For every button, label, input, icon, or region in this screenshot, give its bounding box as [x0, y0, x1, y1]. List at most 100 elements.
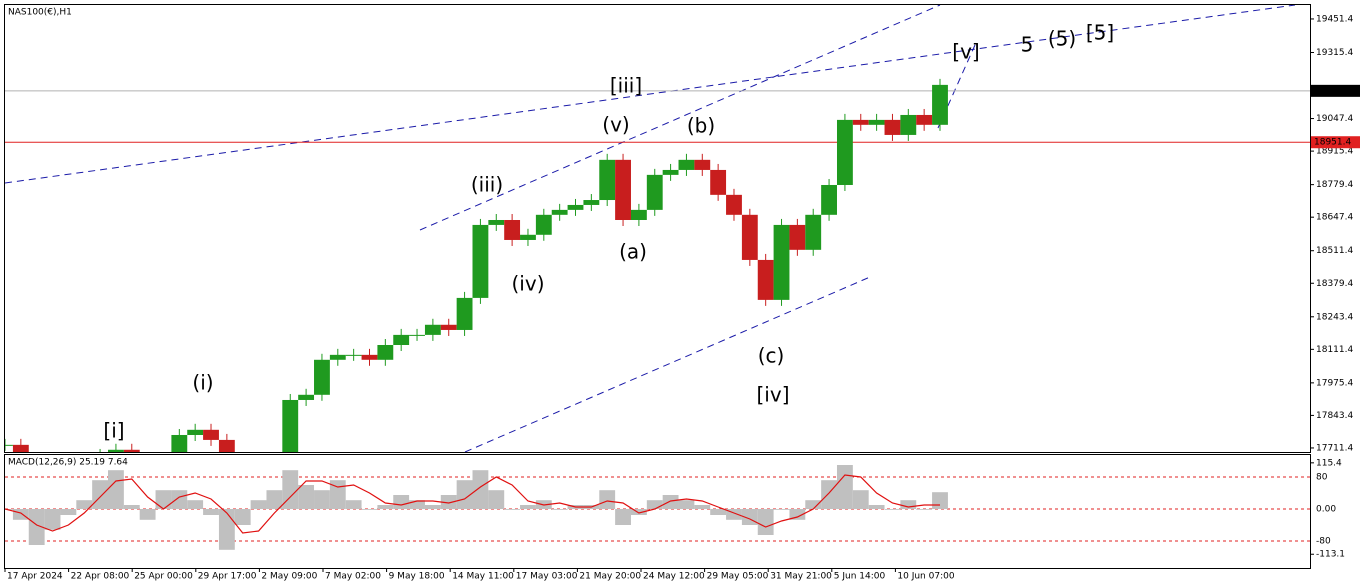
- y-tick-label: 17843.4: [1316, 411, 1353, 421]
- candle: [282, 399, 299, 452]
- wave-label: (c): [758, 344, 785, 368]
- y-tick-label: 18111.4: [1316, 345, 1353, 355]
- candle: [710, 169, 727, 195]
- x-tick-label: 17 Apr 2024: [7, 572, 63, 582]
- candle: [140, 470, 156, 480]
- y-tick-label: 0.00: [1316, 505, 1336, 515]
- x-tick-label: 22 Apr 08:00: [71, 572, 130, 582]
- macd-bar: [773, 509, 790, 510]
- axes: 19451.4 19315.4 19047.4 18915.4 18779.4 18647…: [4, 14, 1360, 582]
- price-level-label: 19159.8: [1314, 86, 1351, 96]
- wave-label: [iv]: [757, 383, 790, 407]
- macd-bar: [250, 500, 267, 509]
- x-tick-label: 31 May 21:00: [770, 572, 832, 582]
- y-tick-label: 115.4: [1316, 458, 1342, 468]
- macd-bar: [440, 495, 457, 509]
- candle: [345, 354, 362, 356]
- macd-bar: [139, 509, 156, 520]
- y-tick-label: -80: [1316, 537, 1331, 547]
- candle: [630, 209, 647, 220]
- wave-label: (5): [1048, 27, 1076, 51]
- candle: [108, 449, 124, 452]
- macd-bar: [266, 490, 283, 509]
- y-tick-label: -113.1: [1316, 550, 1345, 560]
- candle: [741, 214, 758, 260]
- candle: [535, 214, 552, 235]
- y-tick-label: 18915.4: [1316, 147, 1353, 157]
- macd-bar: [187, 500, 204, 509]
- y-tick-label: 19315.4: [1316, 48, 1353, 58]
- macd-bar: [44, 509, 61, 530]
- candle: [932, 84, 948, 125]
- x-tick-label: 29 May 05:00: [707, 572, 769, 582]
- candle: [583, 200, 600, 205]
- candle: [836, 119, 853, 185]
- macd-bar: [630, 509, 647, 515]
- candle: [298, 394, 315, 400]
- macd-bar: [298, 485, 315, 509]
- macd-bar: [282, 470, 299, 509]
- macd-bar: [456, 480, 473, 509]
- wave-label: (i): [192, 371, 213, 395]
- macd-plot: [5, 465, 1310, 550]
- macd-bar: [916, 509, 933, 510]
- y-tick-label: 18379.4: [1316, 279, 1353, 289]
- candle: [599, 159, 616, 201]
- macd-bar: [615, 509, 631, 525]
- chart-title: NAS100(€),H1: [8, 8, 72, 18]
- candle: [726, 194, 742, 215]
- macd-bar: [805, 500, 822, 509]
- wave-label: [v]: [952, 40, 979, 64]
- candle: [884, 119, 901, 135]
- macd-bar: [520, 505, 536, 509]
- wave-label: [iii]: [610, 74, 642, 98]
- macd-title: MACD(12,26,9) 25.19 7.64: [8, 458, 128, 468]
- candle: [409, 334, 425, 336]
- y-tick-label: 19047.4: [1316, 114, 1353, 124]
- x-tick-label: 29 Apr 17:00: [198, 572, 257, 582]
- y-tick-label: 17975.4: [1316, 378, 1353, 388]
- macd-bar: [28, 509, 45, 545]
- price-level-box: [1311, 136, 1360, 149]
- wave-label: [5]: [1086, 21, 1114, 45]
- macd-bar: [710, 509, 727, 515]
- candle: [456, 297, 473, 330]
- macd-bar: [123, 505, 140, 509]
- macd-bar: [108, 470, 124, 509]
- candle: [314, 359, 330, 395]
- candle: [329, 354, 346, 360]
- wave-label: [i]: [103, 419, 124, 443]
- candle: [235, 480, 251, 500]
- candle: [203, 429, 219, 440]
- macd-bar: [726, 509, 742, 520]
- wave-label: 5: [1021, 33, 1034, 57]
- y-tick-label: 18243.4: [1316, 312, 1353, 322]
- x-tick-label: 9 May 18:00: [389, 572, 445, 582]
- macd-bar: [329, 480, 346, 509]
- macd-bar: [234, 509, 251, 525]
- macd-bar: [868, 505, 885, 509]
- wave-label: (iii): [471, 173, 503, 197]
- x-tick-label: 24 May 12:00: [643, 572, 705, 582]
- macd-bar: [361, 509, 378, 510]
- macd-bar: [393, 495, 410, 509]
- candle: [757, 259, 774, 300]
- macd-bar: [12, 509, 29, 520]
- candle: [916, 114, 933, 125]
- candle: [694, 159, 711, 170]
- macd-bar: [646, 500, 663, 509]
- candle: [615, 159, 631, 220]
- candle: [377, 344, 394, 360]
- x-tick-label: 10 Jun 07:00: [897, 572, 954, 582]
- macd-bar: [472, 470, 489, 509]
- x-tick-label: 14 May 11:00: [452, 572, 514, 582]
- wave-labels: [i] (i) (iii) (iv) (v) [iii] (a) (b) (c)…: [103, 21, 1114, 443]
- candle: [678, 159, 695, 170]
- macd-bar: [504, 509, 521, 510]
- candle: [187, 429, 204, 435]
- price-plot: [5, 78, 1310, 500]
- candle: [646, 174, 663, 210]
- main-frame: [4, 4, 1311, 453]
- macd-bar: [424, 505, 441, 509]
- price-level-label: 18951.4: [1314, 138, 1351, 148]
